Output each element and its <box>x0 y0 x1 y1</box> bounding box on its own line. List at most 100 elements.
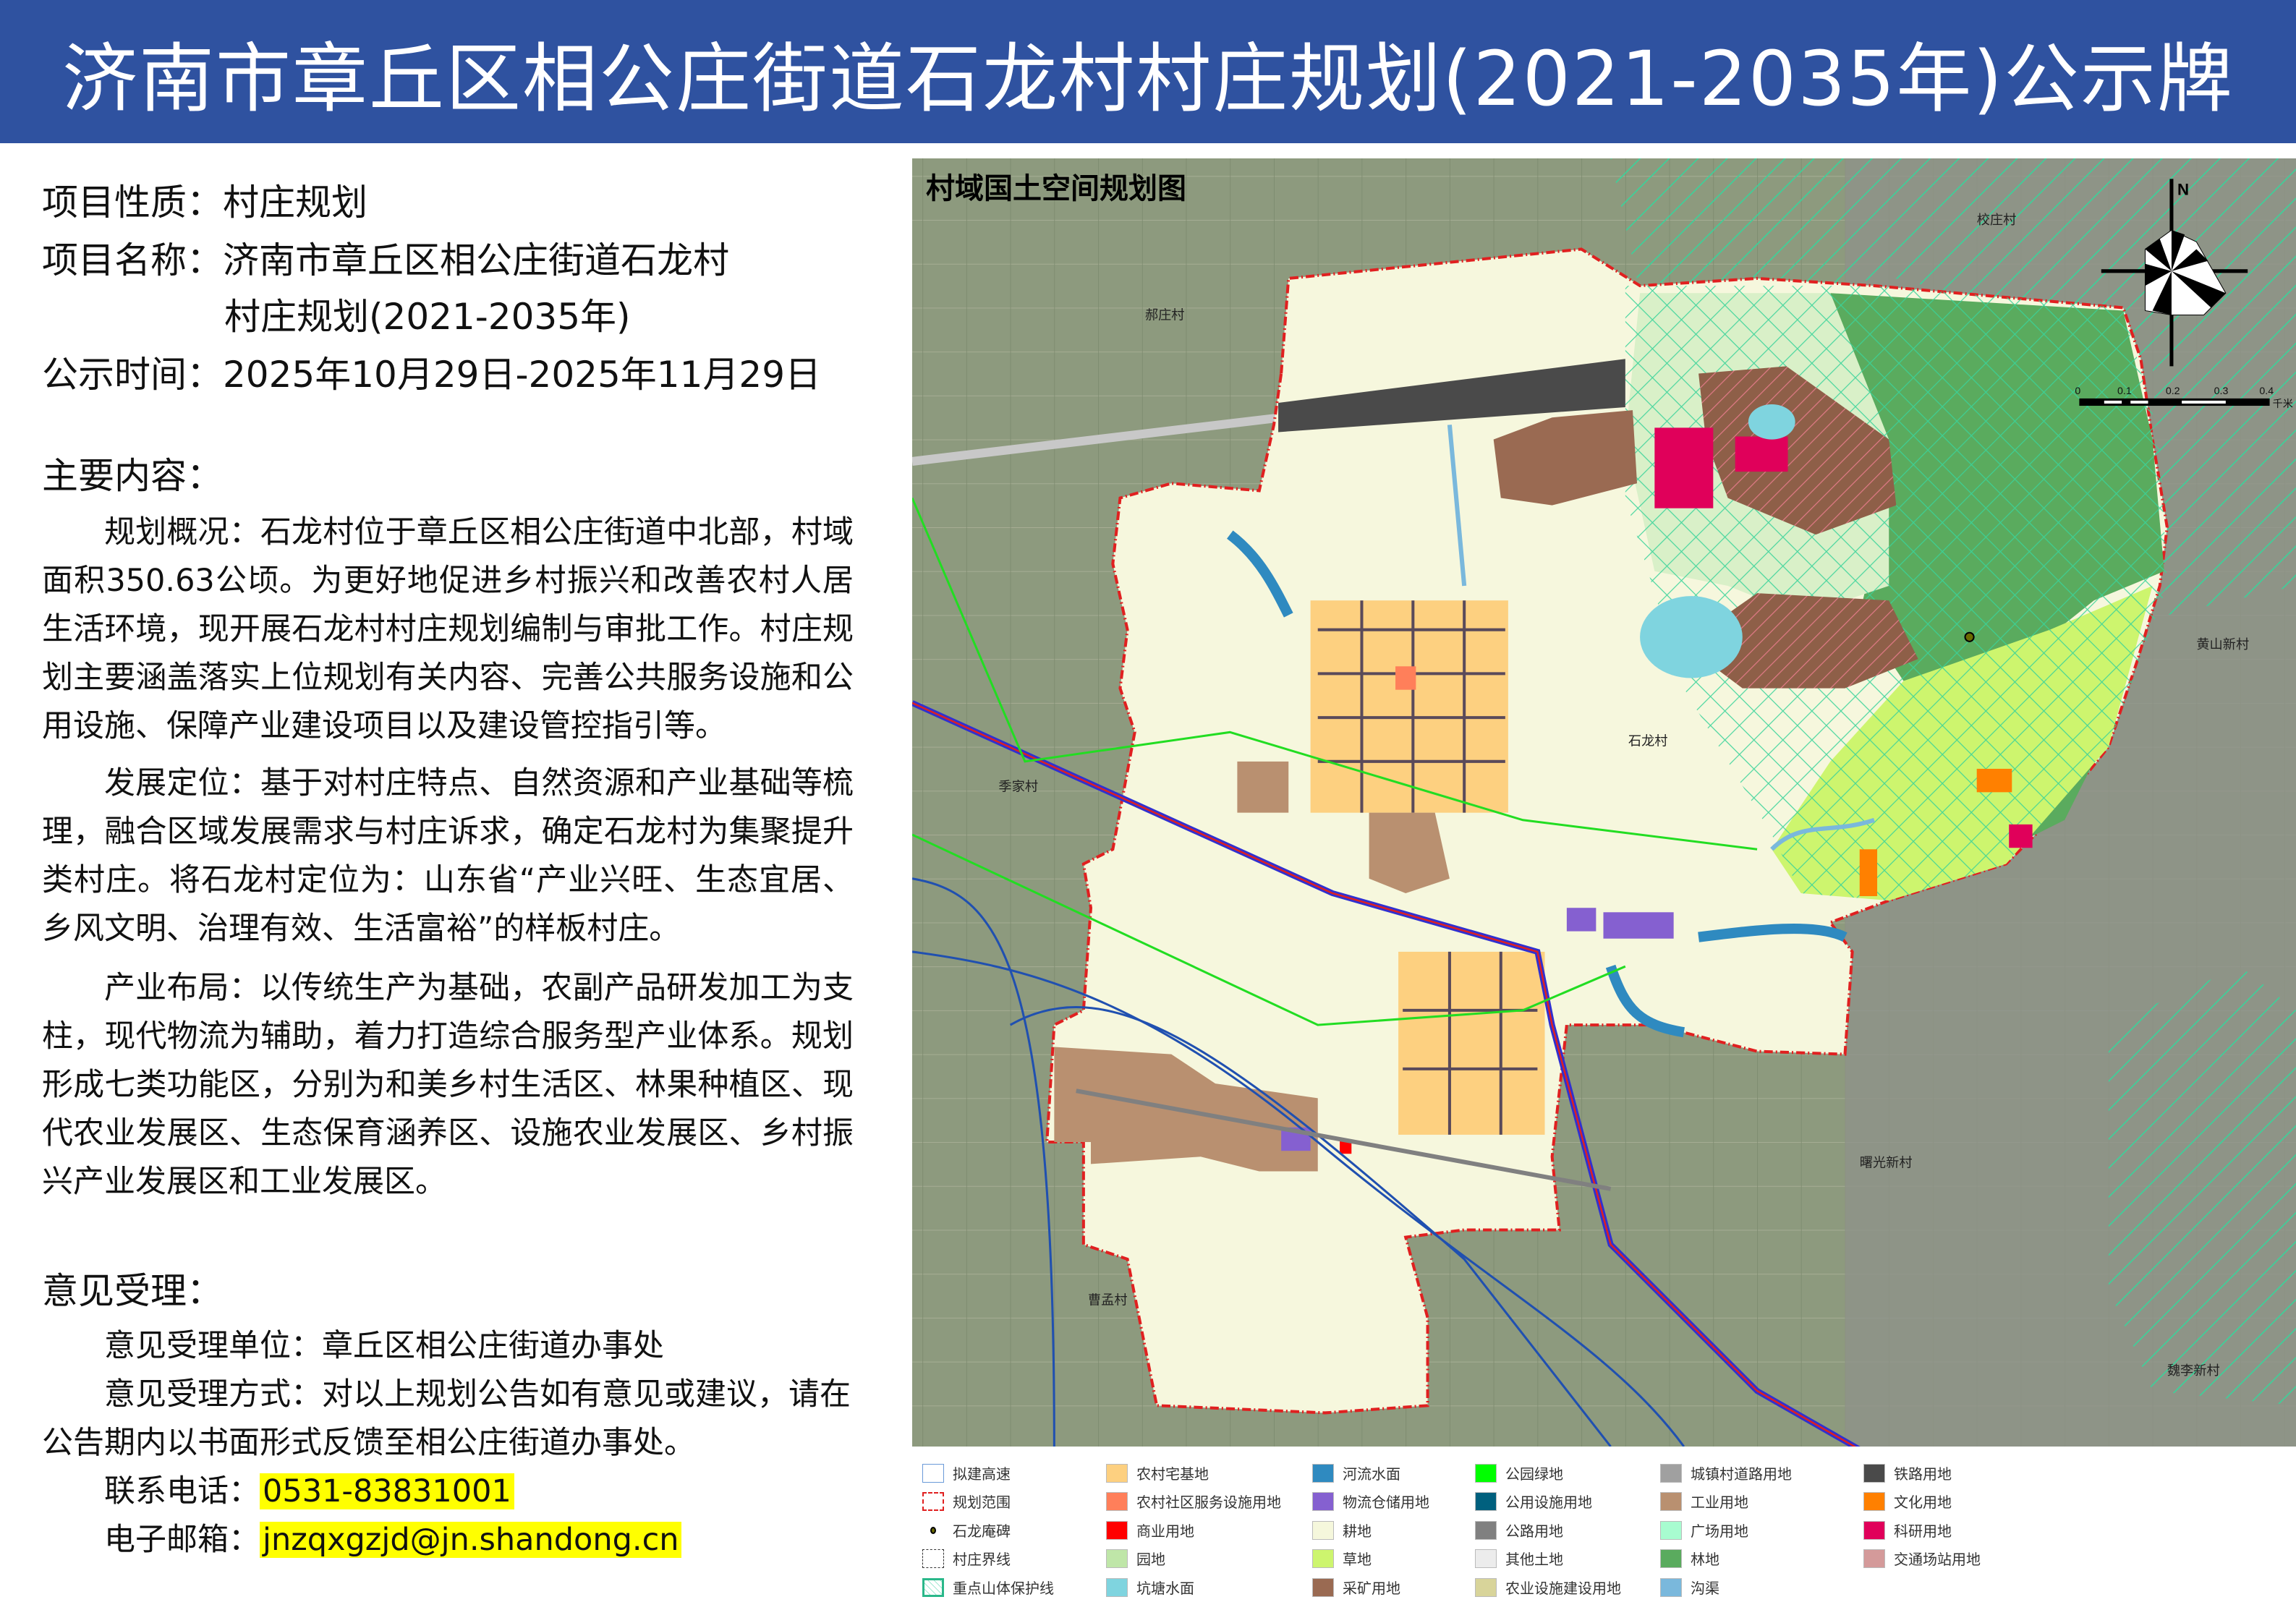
river <box>1226 530 1848 1038</box>
mining-land-1 <box>1493 410 1638 506</box>
email-label: 电子邮箱： <box>104 1522 260 1558</box>
opinion-block: 意见受理单位：章丘区相公庄街道办事处 意见受理方式：对以上规划公告如有意见或建议… <box>42 1322 854 1564</box>
legend-swatch <box>1106 1520 1128 1540</box>
research-land-1 <box>1654 427 1714 508</box>
content-heading: 主要内容： <box>42 455 223 497</box>
nature-label: 项目性质： <box>42 182 223 223</box>
phone-label: 联系电话： <box>104 1473 260 1509</box>
legend-swatch <box>1863 1549 1885 1568</box>
legend-item: 拟建高速 <box>922 1462 1011 1483</box>
legend-item: 耕地 <box>1312 1520 1372 1541</box>
legend-label: 公园绿地 <box>1505 1465 1563 1483</box>
legend-label: 农村宅基地 <box>1136 1465 1209 1483</box>
village-residential-north <box>1310 600 1508 813</box>
legend-swatch <box>1106 1463 1128 1483</box>
ditch <box>1447 425 1875 851</box>
legend-label: 草地 <box>1343 1551 1372 1568</box>
legend-swatch <box>1475 1491 1497 1511</box>
village-label-xiaozhuang: 校庄村 <box>1977 213 2017 228</box>
proposed-highway-1 <box>912 950 1685 1447</box>
scale-tick-2: 0.2 <box>2166 385 2180 397</box>
legend-swatch <box>1863 1491 1885 1511</box>
legend-item: 公路用地 <box>1475 1520 1563 1541</box>
opinion-method: 意见受理方式：对以上规划公告如有意见或建议，请在公告期内以书面形式反馈至相公庄街… <box>42 1376 851 1461</box>
legend-item: 草地 <box>1312 1548 1372 1569</box>
legend-item: 广场用地 <box>1660 1520 1748 1541</box>
legend-label: 广场用地 <box>1691 1522 1748 1540</box>
legend-item: 园地 <box>1106 1548 1165 1569</box>
legend-label: 工业用地 <box>1691 1494 1748 1511</box>
legend-label: 坑塘水面 <box>1136 1580 1194 1597</box>
legend-item: 沟渠 <box>1660 1577 1719 1598</box>
scale-tick-0: 0 <box>2075 385 2080 397</box>
email-value[interactable]: jnzqxgzjd@jn.shandong.cn <box>260 1522 682 1558</box>
legend-swatch <box>1475 1463 1497 1483</box>
legend-swatch <box>1312 1520 1334 1540</box>
legend-swatch <box>1660 1520 1682 1540</box>
phone-value[interactable]: 0531-83831001 <box>260 1473 514 1509</box>
stone-stele-marker <box>1964 631 1975 642</box>
legend-swatch <box>922 1521 944 1540</box>
village-label-haozhuang: 郝庄村 <box>1145 308 1185 323</box>
mountain-protection-hatch-se <box>2108 966 2296 1406</box>
legend-item: 农村社区服务设施用地 <box>1106 1491 1281 1512</box>
legend-item: 城镇村道路用地 <box>1660 1462 1792 1483</box>
legend-swatch <box>1475 1520 1497 1540</box>
legend-item: 林地 <box>1660 1548 1719 1569</box>
legend-item: 公用设施用地 <box>1475 1491 1592 1512</box>
pond-1 <box>1640 596 1743 678</box>
legend-item: 石龙庵碑 <box>922 1520 1011 1541</box>
legend-item: 铁路用地 <box>1863 1462 1952 1483</box>
proposed-highway-2 <box>912 877 1055 1447</box>
highway-grey <box>1076 1089 1612 1191</box>
legend-swatch <box>1106 1549 1128 1568</box>
legend-label: 交通场站用地 <box>1894 1551 1981 1568</box>
legend-item: 规划范围 <box>922 1491 1011 1512</box>
map-legend: 拟建高速 规划范围 石龙庵碑 村庄界线 重点山体保护线 农村宅基地 农村社区服务设施用地 商业… <box>912 1454 2296 1620</box>
legend-swatch <box>1660 1491 1682 1511</box>
legend-swatch <box>1312 1463 1334 1483</box>
project-nature: 项目性质：村庄规划 <box>42 174 367 226</box>
village-label-weili: 魏李新村 <box>2167 1363 2220 1379</box>
legend-label: 石龙庵碑 <box>953 1522 1011 1540</box>
contact-email: 电子邮箱：jnzqxgzjd@jn.shandong.cn <box>42 1516 854 1564</box>
park-green-line <box>912 497 1758 1026</box>
village-label-huangshan: 黄山新村 <box>2196 637 2249 652</box>
legend-label: 商业用地 <box>1136 1522 1194 1540</box>
pond-2 <box>1748 404 1795 440</box>
scale-tick-3: 0.3 <box>2214 385 2229 397</box>
village-label-shilong: 石龙村 <box>1628 734 1668 749</box>
legend-item: 交通场站用地 <box>1863 1548 1981 1569</box>
legend-swatch <box>1106 1491 1128 1511</box>
legend-swatch <box>922 1463 944 1483</box>
legend-label: 村庄界线 <box>953 1551 1011 1568</box>
paragraph-positioning: 发展定位：基于对村庄特点、自然资源和产业基础等梳理，融合区域发展需求与村庄诉求，… <box>42 765 854 947</box>
legend-item: 农业设施建设用地 <box>1475 1577 1621 1598</box>
logistics-land-2 <box>1603 912 1674 939</box>
legend-swatch <box>1660 1549 1682 1568</box>
legend-label: 公用设施用地 <box>1505 1494 1592 1511</box>
legend-item: 科研用地 <box>1863 1520 1952 1541</box>
time-value: 2025年10月29日-2025年11月29日 <box>223 354 822 396</box>
mining-land-3 <box>1683 593 1918 689</box>
legend-label: 城镇村道路用地 <box>1691 1465 1792 1483</box>
opinion-unit: 意见受理单位：章丘区相公庄街道办事处 <box>104 1328 664 1364</box>
legend-swatch <box>1312 1577 1334 1597</box>
culture-land <box>1859 849 1878 897</box>
legend-swatch <box>1106 1577 1128 1597</box>
logistics-land-1 <box>1566 908 1596 932</box>
legend-label: 拟建高速 <box>953 1465 1011 1483</box>
legend-label: 沟渠 <box>1691 1580 1719 1597</box>
railway-land <box>1278 359 1625 433</box>
legend-swatch <box>1660 1463 1682 1483</box>
legend-label: 农业设施建设用地 <box>1505 1580 1621 1597</box>
legend-swatch <box>1863 1463 1885 1483</box>
land-use-map: 郝庄村 校庄村 黄山新村 石龙村 季家村 曹孟村 曙光新村 魏李新村 N 0 0… <box>912 158 2296 1447</box>
legend-swatch <box>922 1491 944 1511</box>
legend-swatch <box>1475 1577 1497 1597</box>
legend-label: 耕地 <box>1343 1522 1372 1540</box>
legend-label: 物流仓储用地 <box>1343 1494 1429 1511</box>
legend-item: 物流仓储用地 <box>1312 1491 1429 1512</box>
nature-value: 村庄规划 <box>223 182 367 223</box>
highway-line <box>912 413 1282 466</box>
